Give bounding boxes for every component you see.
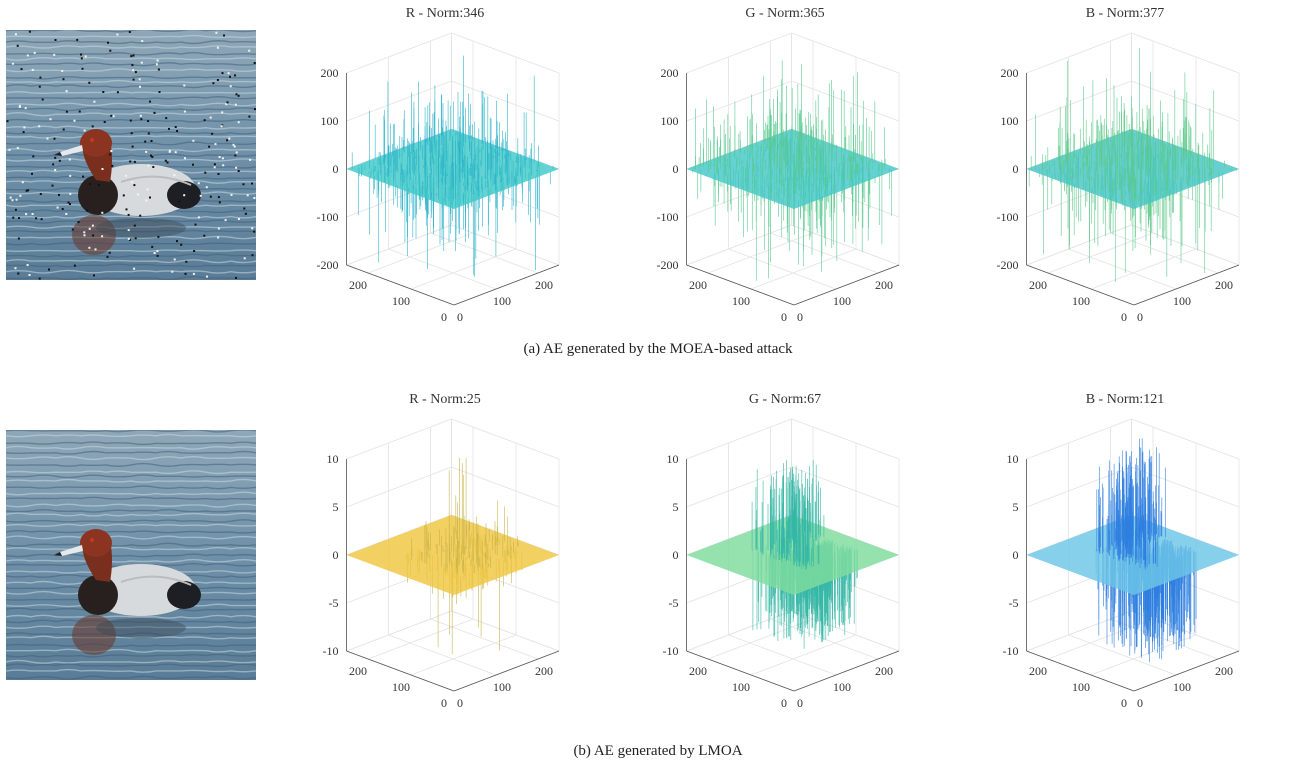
x-tick-label: 100 xyxy=(833,294,851,308)
y-tick-label: 100 xyxy=(392,294,410,308)
z-tick-label: 10 xyxy=(327,452,339,466)
x-tick-label: 100 xyxy=(1173,680,1191,694)
x-tick-label: 0 xyxy=(797,310,803,324)
z-tick-label: 5 xyxy=(1013,500,1019,514)
y-tick-label: 100 xyxy=(732,294,750,308)
x-tick-label: 200 xyxy=(535,664,553,678)
plot-svg: B - Norm:121 10 5 0 -5 -10 0 100 200 0 100 200 xyxy=(1003,392,1240,710)
y-tick-label: 100 xyxy=(392,680,410,694)
x-tick-label: 200 xyxy=(1215,664,1233,678)
x-tick-label: 100 xyxy=(493,680,511,694)
z-tick-label: 0 xyxy=(1013,548,1019,562)
photo-svg xyxy=(6,430,256,680)
x-tick-label: 200 xyxy=(875,664,893,678)
z-tick-label: 0 xyxy=(333,162,339,176)
x-tick-label: 100 xyxy=(833,680,851,694)
chart-title: R - Norm:25 xyxy=(409,392,481,407)
y-tick-label: 200 xyxy=(689,664,707,678)
y-tick-label: 0 xyxy=(441,310,447,324)
chart-title: B - Norm:121 xyxy=(1086,392,1165,407)
y-tick-label: 200 xyxy=(1029,664,1047,678)
chart-title: G - Norm:365 xyxy=(745,6,824,21)
adversarial-example-image xyxy=(6,30,256,280)
panel-caption: (a) AE generated by the MOEA-based attac… xyxy=(523,341,793,357)
z-tick-label: 10 xyxy=(667,452,679,466)
z-tick-label: -5 xyxy=(329,596,339,610)
y-tick-label: 100 xyxy=(1072,680,1090,694)
zero-plane xyxy=(346,515,559,595)
y-tick-label: 200 xyxy=(1029,278,1047,292)
z-tick-label: -10 xyxy=(663,644,679,658)
z-tick-label: -10 xyxy=(1003,644,1019,658)
z-tick-label: -100 xyxy=(997,210,1019,224)
z-tick-label: 10 xyxy=(1007,452,1019,466)
z-tick-label: -200 xyxy=(997,258,1019,272)
y-tick-label: 0 xyxy=(781,696,787,710)
y-tick-label: 0 xyxy=(1121,310,1127,324)
z-tick-label: 0 xyxy=(333,548,339,562)
z-tick-label: 100 xyxy=(321,114,339,128)
panel-a: R - Norm:346 200 100 0 -100 -200 0 100 200 0 100 20… xyxy=(0,0,1316,385)
x-tick-label: 0 xyxy=(457,310,463,324)
z-tick-label: 100 xyxy=(1001,114,1019,128)
y-tick-label: 200 xyxy=(349,664,367,678)
plot-svg: R - Norm:25 10 5 0 -5 -10 0 100 200 0 100 200 xyxy=(323,392,560,710)
r-channel-perturbation-plot: R - Norm:346 200 100 0 -100 -200 0 100 200 0 100 20… xyxy=(290,0,600,324)
z-tick-label: 200 xyxy=(321,66,339,80)
z-tick-label: 0 xyxy=(673,548,679,562)
y-tick-label: 0 xyxy=(781,310,787,324)
z-tick-label: -200 xyxy=(317,258,339,272)
y-tick-label: 0 xyxy=(1121,696,1127,710)
x-tick-label: 0 xyxy=(797,696,803,710)
chart-title: R - Norm:346 xyxy=(406,6,485,21)
z-tick-label: 0 xyxy=(673,162,679,176)
y-tick-label: 100 xyxy=(1072,294,1090,308)
z-tick-label: 100 xyxy=(661,114,679,128)
x-tick-label: 200 xyxy=(1215,278,1233,292)
y-tick-label: 200 xyxy=(689,278,707,292)
panel-caption: (b) AE generated by LMOA xyxy=(573,743,743,759)
b-channel-perturbation-plot: B - Norm:121 10 5 0 -5 -10 0 100 200 0 100 200 xyxy=(970,386,1280,710)
y-tick-label: 100 xyxy=(732,680,750,694)
x-tick-label: 0 xyxy=(1137,696,1143,710)
x-tick-label: 0 xyxy=(457,696,463,710)
plot-svg: G - Norm:67 10 5 0 -5 -10 0 100 200 0 100 200 xyxy=(663,392,900,710)
plot-svg: R - Norm:346 200 100 0 -100 -200 0 100 200 0 100 20… xyxy=(317,6,560,324)
panel-b: R - Norm:25 10 5 0 -5 -10 0 100 200 0 100 200 G - N… xyxy=(0,386,1316,772)
x-tick-label: 100 xyxy=(1173,294,1191,308)
z-tick-label: 5 xyxy=(333,500,339,514)
z-tick-label: 5 xyxy=(673,500,679,514)
x-tick-label: 200 xyxy=(535,278,553,292)
z-tick-label: -100 xyxy=(317,210,339,224)
z-tick-label: 0 xyxy=(1013,162,1019,176)
z-tick-label: -5 xyxy=(1009,596,1019,610)
y-tick-label: 200 xyxy=(349,278,367,292)
plot-svg: B - Norm:377 200 100 0 -100 -200 0 100 200 0 100 20… xyxy=(997,6,1240,324)
chart-title: B - Norm:377 xyxy=(1086,6,1165,21)
chart-title: G - Norm:67 xyxy=(749,392,821,407)
g-channel-perturbation-plot: G - Norm:67 10 5 0 -5 -10 0 100 200 0 100 200 xyxy=(630,386,940,710)
zero-plane xyxy=(686,515,899,595)
zero-plane xyxy=(686,129,899,209)
z-tick-label: -10 xyxy=(323,644,339,658)
z-tick-label: -5 xyxy=(669,596,679,610)
x-tick-label: 100 xyxy=(493,294,511,308)
photo-svg xyxy=(6,30,256,280)
y-tick-label: 0 xyxy=(441,696,447,710)
z-tick-label: -200 xyxy=(657,258,679,272)
b-channel-perturbation-plot: B - Norm:377 200 100 0 -100 -200 0 100 200 0 100 20… xyxy=(970,0,1280,324)
plot-svg: G - Norm:365 200 100 0 -100 -200 0 100 200 0 100 20… xyxy=(657,6,900,324)
x-tick-label: 200 xyxy=(875,278,893,292)
adversarial-example-image xyxy=(6,430,256,680)
x-tick-label: 0 xyxy=(1137,310,1143,324)
r-channel-perturbation-plot: R - Norm:25 10 5 0 -5 -10 0 100 200 0 100 200 xyxy=(290,386,600,710)
z-tick-label: 200 xyxy=(661,66,679,80)
z-tick-label: -100 xyxy=(657,210,679,224)
g-channel-perturbation-plot: G - Norm:365 200 100 0 -100 -200 0 100 200 0 100 20… xyxy=(630,0,940,324)
z-tick-label: 200 xyxy=(1001,66,1019,80)
